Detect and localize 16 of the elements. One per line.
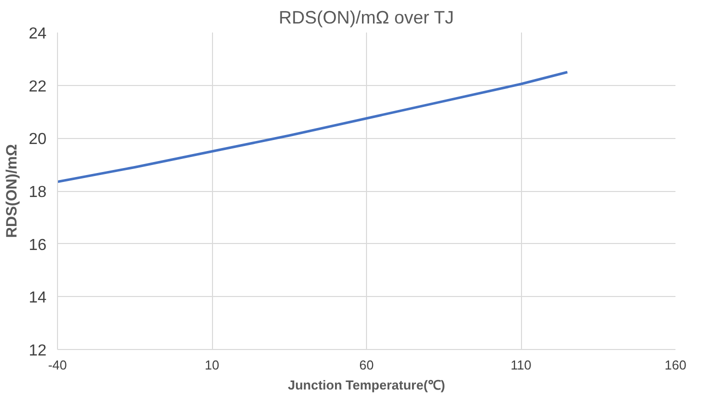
x-tick-label: 10	[204, 358, 220, 372]
x-tick-label: 60	[359, 358, 374, 372]
x-tick-label: -40	[48, 358, 67, 372]
x-tick-label: 110	[510, 358, 532, 372]
y-axis-title: RDS(ON)/mΩ	[4, 144, 21, 238]
line-series	[58, 70, 569, 184]
y-tick-label: 16	[28, 236, 47, 254]
x-tick-label: 160	[664, 358, 686, 372]
y-tick-label: 22	[28, 78, 47, 96]
y-tick-label: 12	[28, 342, 47, 360]
x-axis-title: Junction Temperature(℃)	[288, 378, 446, 392]
y-tick-label: 24	[28, 26, 47, 42]
y-tick-label: 20	[28, 131, 47, 148]
chart-title: RDS(ON)/mΩ over TJ	[278, 8, 454, 28]
y-tick-label: 14	[28, 290, 47, 307]
y-tick-label: 18	[28, 184, 47, 201]
